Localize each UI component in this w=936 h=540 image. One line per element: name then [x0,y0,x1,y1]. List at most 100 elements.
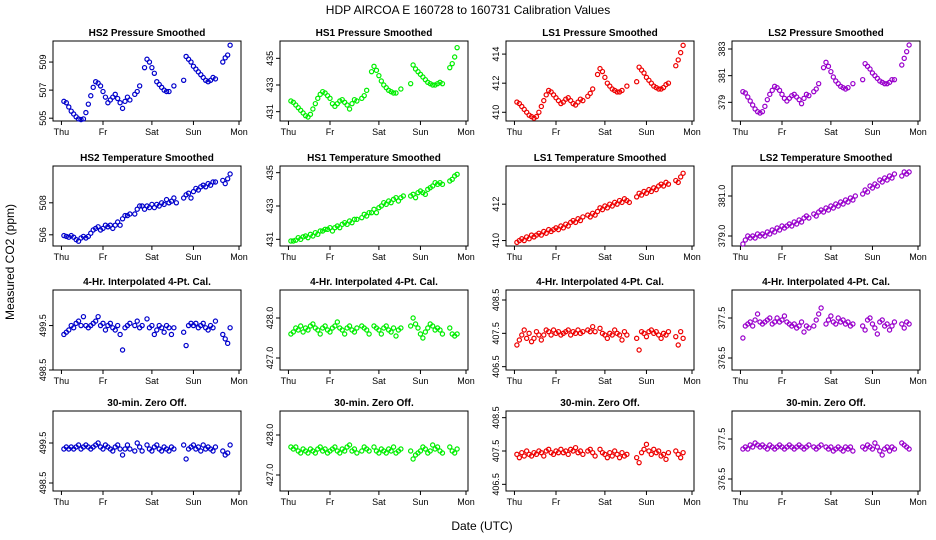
data-point [823,321,829,327]
data-point [587,90,593,97]
x-tick-label: Sat [145,376,159,386]
data-point [134,88,140,95]
data-point [869,446,876,452]
data-point [749,102,756,108]
data-point [565,327,571,333]
data-point [572,219,579,226]
x-tick-label: Sat [824,252,838,262]
x-tick-label: Mon [230,127,248,137]
x-tick-label: Sat [598,497,612,507]
data-point [636,459,642,466]
data-point [149,322,155,329]
data-point [407,80,414,87]
data-point [555,328,562,335]
y-tick-label: 435 [265,165,275,180]
panel-title: LS1 Pressure Smoothed [542,28,658,39]
data-point [144,442,150,448]
data-point [117,446,123,452]
y-tick-label: 376.5 [717,347,727,370]
panel-frame [505,165,695,247]
x-tick-label: Thu [54,497,70,507]
y-tick-label: 431 [265,232,275,247]
data-point [881,80,888,87]
data-point [521,327,527,333]
data-point [188,195,194,201]
data-point [651,446,657,453]
data-point [550,327,557,333]
data-point [835,203,841,209]
data-point [847,444,854,450]
x-tick-label: Sat [598,376,612,386]
data-point [122,446,128,452]
data-point [329,228,336,234]
data-point [429,323,436,329]
x-tick-label: Thu [733,497,749,507]
x-tick-label: Sun [412,376,428,386]
data-point [95,440,101,446]
data-point [818,442,824,448]
data-point [439,450,446,456]
data-point [747,319,753,325]
x-tick-label: Mon [230,497,248,507]
data-point [626,199,633,206]
data-point [646,448,652,454]
data-point [393,90,399,96]
data-point [78,322,84,329]
y-tick-label: 377.5 [717,307,727,330]
panel-title: 4-Hr. Interpolated 4-Pt. Cal. [310,277,438,288]
data-point [373,67,380,74]
data-point [378,203,385,209]
data-point [349,219,355,226]
x-tick-label: Mon [909,497,927,507]
data-point [210,325,216,331]
data-point [903,48,910,55]
data-point [63,100,70,106]
data-point [859,191,866,197]
x-tick-label: Thu [54,376,70,386]
data-point [621,328,628,335]
x-tick-label: Mon [909,252,927,262]
data-point [874,331,881,337]
data-point [368,68,375,75]
data-point [429,82,436,88]
data-point [749,323,756,329]
data-point [171,195,177,201]
data-point [776,87,783,94]
x-tick-label: Sun [185,376,201,386]
data-point [149,64,155,71]
data-point [592,328,598,335]
data-point [227,42,233,48]
data-point [604,454,611,461]
panel-title: LS2 Temperature Smoothed [760,153,893,164]
y-tick-label: 506 [38,227,48,242]
data-point [102,94,109,100]
data-point [884,177,890,183]
data-point [655,332,662,338]
x-tick-label: Sun [638,127,654,137]
data-point [70,325,77,331]
data-point [638,192,645,198]
data-point [820,209,827,215]
data-point [371,206,377,213]
data-point [388,199,394,206]
data-point [354,216,360,223]
data-point [190,442,197,448]
data-point [341,331,348,337]
panels-grid: HS2 Pressure Smoothed Thu Fr Sat Sun Mon 505 50… [38,28,927,507]
data-point [675,57,681,63]
data-point [454,331,460,337]
x-axis-label: Date (UTC) [451,519,512,533]
data-point [307,111,314,118]
data-point [541,453,547,459]
data-point [117,222,123,228]
data-point [429,442,436,448]
data-point [359,214,365,221]
data-point [83,109,89,116]
data-point [749,444,756,450]
panel-frame [279,40,469,122]
data-point [830,74,837,80]
data-point [845,84,851,91]
data-point [541,332,547,338]
data-point [412,194,419,201]
data-point [543,230,549,236]
